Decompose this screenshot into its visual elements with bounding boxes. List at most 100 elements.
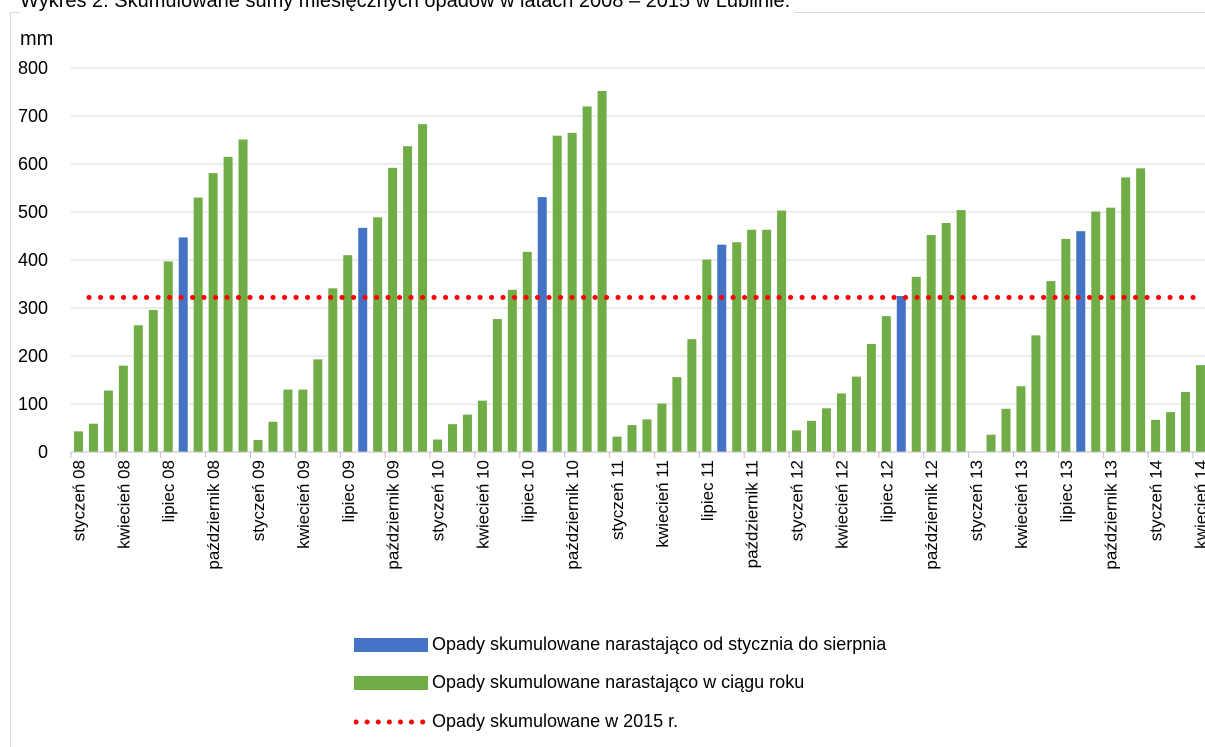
x-tick-label: październik 10 bbox=[563, 460, 582, 570]
y-axis-unit-label: mm bbox=[20, 28, 54, 50]
bar-yearly bbox=[1181, 392, 1191, 452]
x-tick-label: kwiecień 12 bbox=[832, 460, 851, 549]
x-tick-label: październik 12 bbox=[922, 460, 941, 570]
bar-yearly bbox=[133, 325, 143, 452]
x-tick-label: lipiec 09 bbox=[339, 460, 358, 522]
bar-yearly bbox=[433, 439, 443, 452]
x-tick-label: styczeń 13 bbox=[967, 460, 986, 541]
x-tick-label: styczeń 12 bbox=[788, 460, 807, 541]
x-tick-label: październik 09 bbox=[384, 460, 403, 570]
x-tick-label: styczeń 10 bbox=[429, 460, 448, 541]
bar-yearly bbox=[283, 389, 293, 452]
bar-yearly bbox=[163, 261, 173, 452]
bar-yearly bbox=[821, 408, 831, 452]
bar-yearly bbox=[343, 255, 353, 452]
bar-yearly bbox=[103, 390, 113, 452]
y-tick-label: 800 bbox=[18, 58, 48, 78]
x-tick-label: styczeń 08 bbox=[69, 460, 88, 541]
bar-yearly bbox=[836, 393, 846, 452]
y-tick-label: 600 bbox=[18, 154, 48, 174]
bar-yearly bbox=[552, 135, 562, 452]
x-tick-label: lipiec 08 bbox=[159, 460, 178, 522]
x-tick-label: październik 08 bbox=[204, 460, 223, 570]
bar-yearly bbox=[941, 223, 951, 452]
y-tick-label: 400 bbox=[18, 250, 48, 270]
x-tick-label: styczeń 14 bbox=[1147, 460, 1166, 541]
x-tick-label: kwiecień 08 bbox=[114, 460, 133, 549]
bar-yearly bbox=[328, 288, 338, 452]
bar-yearly bbox=[268, 421, 278, 452]
x-tick-label: kwiecień 13 bbox=[1012, 460, 1031, 549]
bar-yearly bbox=[223, 156, 233, 453]
x-tick-label: październik 13 bbox=[1102, 460, 1121, 570]
bar-yearly bbox=[313, 359, 323, 452]
bar-yearly bbox=[567, 132, 577, 453]
bar-yearly bbox=[1151, 419, 1161, 452]
bar-yearly bbox=[88, 423, 98, 452]
legend-swatch-dotted-line bbox=[354, 719, 428, 725]
bar-yearly bbox=[1166, 412, 1176, 452]
y-tick-label: 700 bbox=[18, 106, 48, 126]
bar-yearly bbox=[866, 344, 876, 452]
bar-yearly bbox=[522, 251, 532, 452]
bar-jan-aug bbox=[1076, 231, 1086, 452]
bar-yearly bbox=[1031, 335, 1041, 452]
bar-yearly bbox=[1046, 281, 1056, 452]
bar-yearly bbox=[1106, 207, 1116, 452]
x-tick-label: październik 11 bbox=[743, 460, 762, 568]
x-tick-label: kwiecień 11 bbox=[653, 460, 672, 548]
bar-yearly bbox=[208, 173, 218, 452]
bar-yearly bbox=[238, 139, 248, 452]
bar-yearly bbox=[777, 210, 787, 452]
bar-jan-aug bbox=[358, 227, 368, 452]
bar-yearly bbox=[762, 229, 772, 452]
legend-swatch-blue bbox=[354, 638, 428, 652]
bar-yearly bbox=[507, 289, 517, 452]
bar-yearly bbox=[657, 403, 667, 452]
legend-label-jan-aug: Opady skumulowane narastająco od styczni… bbox=[432, 634, 887, 654]
x-tick-label: kwiecień 09 bbox=[294, 460, 313, 549]
bar-yearly bbox=[807, 420, 817, 452]
bar-yearly bbox=[193, 197, 203, 452]
bar-yearly bbox=[732, 242, 742, 452]
y-tick-label: 500 bbox=[18, 202, 48, 222]
bar-yearly bbox=[956, 210, 966, 452]
x-tick-label: styczeń 11 bbox=[608, 460, 627, 540]
bar-yearly bbox=[477, 400, 487, 452]
bar-yearly bbox=[911, 276, 921, 452]
y-tick-label: 100 bbox=[18, 394, 48, 414]
x-tick-label: lipiec 12 bbox=[877, 460, 896, 522]
bar-yearly bbox=[298, 389, 308, 452]
x-tick-label: kwiecień 10 bbox=[473, 460, 492, 549]
bar-yearly bbox=[1001, 408, 1011, 452]
bar-yearly bbox=[642, 419, 652, 452]
bar-yearly bbox=[792, 430, 802, 452]
bar-yearly bbox=[447, 424, 457, 452]
y-tick-label: 200 bbox=[18, 346, 48, 366]
bar-yearly bbox=[747, 229, 757, 452]
bar-yearly bbox=[1136, 168, 1146, 452]
bar-yearly bbox=[1016, 386, 1026, 452]
bar-yearly bbox=[373, 217, 383, 452]
bar-yearly bbox=[388, 167, 398, 452]
x-tick-label: lipiec 10 bbox=[518, 460, 537, 522]
bar-jan-aug bbox=[178, 237, 188, 452]
x-tick-label: styczeń 09 bbox=[249, 460, 268, 541]
bar-yearly bbox=[672, 377, 682, 452]
bar-yearly bbox=[73, 431, 83, 452]
legend-label-yearly: Opady skumulowane narastająco w ciągu ro… bbox=[432, 672, 805, 692]
bar-jan-aug bbox=[717, 244, 727, 452]
bar-yearly bbox=[582, 106, 592, 453]
bar-yearly bbox=[148, 309, 158, 452]
bar-yearly bbox=[702, 259, 712, 452]
bar-yearly bbox=[118, 365, 128, 452]
legend-label-2015: Opady skumulowane w 2015 r. bbox=[432, 711, 679, 731]
bar-yearly bbox=[986, 434, 996, 452]
bar-yearly bbox=[418, 124, 428, 452]
bar-yearly bbox=[612, 436, 622, 452]
chart-title: Wykres 2. Skumulowane sumy miesięcznych … bbox=[20, 0, 795, 13]
bar-yearly bbox=[687, 339, 697, 452]
x-tick-label: lipiec 13 bbox=[1057, 460, 1076, 522]
bar-jan-aug bbox=[537, 197, 547, 452]
